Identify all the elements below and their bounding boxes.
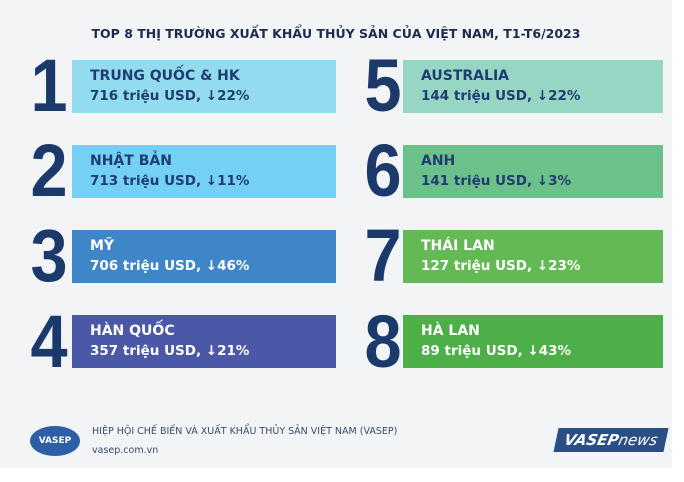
rank: 1	[30, 44, 68, 127]
rank: 4	[30, 300, 68, 383]
market-box: HÀ LAN 89 triệu USD, ↓43%	[403, 315, 663, 368]
website: vasep.com.vn	[92, 445, 159, 456]
market-box: MỸ 706 triệu USD, ↓46%	[72, 230, 336, 283]
market-name: HÀN QUỐC	[90, 323, 175, 339]
market-name: TRUNG QUỐC & HK	[90, 68, 240, 84]
market-box: NHẬT BẢN 713 triệu USD, ↓11%	[72, 145, 336, 198]
market-box: HÀN QUỐC 357 triệu USD, ↓21%	[72, 315, 336, 368]
market-detail: 141 triệu USD, ↓3%	[421, 173, 572, 189]
market-detail: 127 triệu USD, ↓23%	[421, 258, 581, 274]
organization: HIỆP HỘI CHẾ BIẾN VÀ XUẤT KHẨU THỦY SẢN …	[92, 426, 398, 437]
rank: 6	[364, 129, 402, 212]
infographic: TOP 8 THỊ TRƯỜNG XUẤT KHẨU THỦY SẢN CỦA …	[0, 0, 672, 468]
market-box: AUSTRALIA 144 triệu USD, ↓22%	[403, 60, 663, 113]
market-detail: 706 triệu USD, ↓46%	[90, 258, 250, 274]
rank: 2	[30, 129, 68, 212]
market-name: NHẬT BẢN	[90, 153, 172, 169]
market-detail: 716 triệu USD, ↓22%	[90, 88, 250, 104]
rank: 7	[364, 214, 402, 297]
brand: VASEP	[562, 431, 621, 449]
market-name: THÁI LAN	[421, 238, 495, 254]
market-name: HÀ LAN	[421, 323, 480, 339]
brand-badge: VASEPnews	[553, 428, 669, 452]
rank: 5	[364, 44, 402, 127]
logo: VASEP	[30, 426, 80, 456]
market-name: AUSTRALIA	[421, 68, 509, 84]
brand-suffix: news	[616, 431, 660, 449]
market-detail: 713 triệu USD, ↓11%	[90, 173, 250, 189]
rank: 8	[364, 300, 402, 383]
title: TOP 8 THỊ TRƯỜNG XUẤT KHẨU THỦY SẢN CỦA …	[91, 26, 581, 41]
market-detail: 357 triệu USD, ↓21%	[90, 343, 250, 359]
market-box: TRUNG QUỐC & HK 716 triệu USD, ↓22%	[72, 60, 336, 113]
market-detail: 89 triệu USD, ↓43%	[421, 343, 572, 359]
rank: 3	[30, 214, 68, 297]
market-box: THÁI LAN 127 triệu USD, ↓23%	[403, 230, 663, 283]
market-name: MỸ	[90, 238, 115, 254]
market-name: ANH	[421, 153, 456, 169]
market-box: ANH 141 triệu USD, ↓3%	[403, 145, 663, 198]
market-detail: 144 triệu USD, ↓22%	[421, 88, 581, 104]
